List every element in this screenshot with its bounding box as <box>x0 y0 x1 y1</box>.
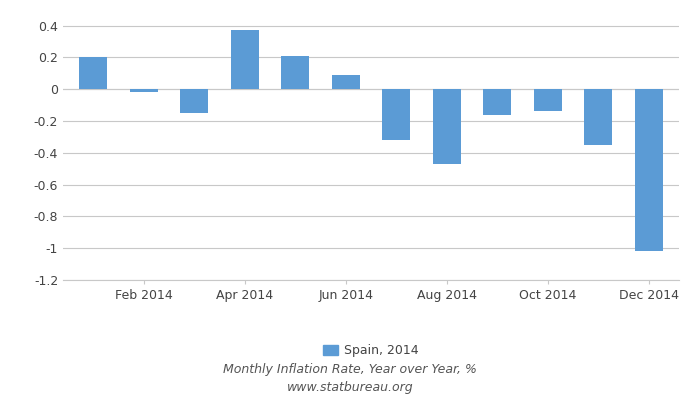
Bar <box>534 89 561 112</box>
Bar <box>181 89 208 113</box>
Bar <box>332 75 360 89</box>
Bar <box>483 89 511 115</box>
Bar <box>231 30 259 89</box>
Bar <box>584 89 612 145</box>
Bar <box>79 57 107 89</box>
Bar <box>130 89 158 92</box>
Legend: Spain, 2014: Spain, 2014 <box>318 339 424 362</box>
Bar <box>382 89 410 140</box>
Text: Monthly Inflation Rate, Year over Year, %: Monthly Inflation Rate, Year over Year, … <box>223 364 477 376</box>
Bar <box>635 89 663 251</box>
Bar <box>281 56 309 89</box>
Text: www.statbureau.org: www.statbureau.org <box>287 382 413 394</box>
Bar <box>433 89 461 164</box>
